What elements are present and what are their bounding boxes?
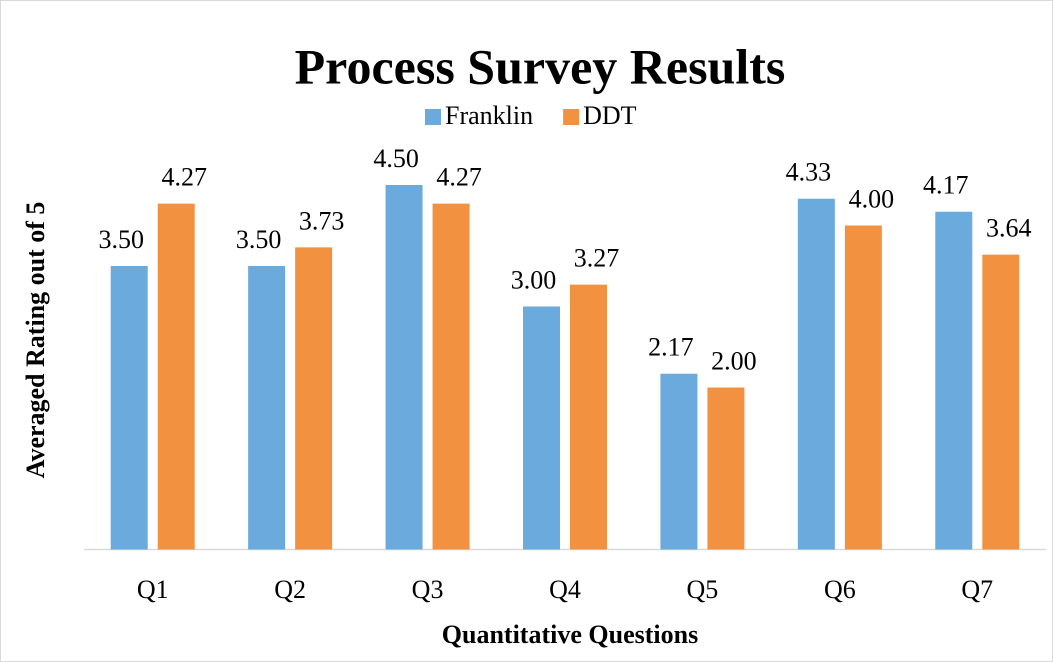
legend-label: DDT <box>583 101 637 130</box>
bar <box>157 203 195 550</box>
legend-swatch <box>425 109 441 125</box>
bar <box>295 247 333 550</box>
bar <box>707 387 745 550</box>
bar <box>935 211 973 550</box>
bar <box>385 185 423 550</box>
x-tick-label: Q4 <box>549 575 581 604</box>
bar <box>844 225 882 550</box>
legend-label: Franklin <box>445 101 533 130</box>
y-axis-label: Averaged Rating out of 5 <box>21 202 50 479</box>
data-label: 3.27 <box>574 244 620 273</box>
data-label: 4.50 <box>373 144 419 173</box>
bar <box>797 198 835 550</box>
data-label: 4.27 <box>161 163 207 192</box>
bar <box>660 373 698 550</box>
x-tick-label: Q7 <box>961 575 993 604</box>
x-tick-label: Q1 <box>137 575 169 604</box>
chart-title: Process Survey Results <box>295 38 786 94</box>
data-label: 3.50 <box>236 225 282 254</box>
legend-swatch <box>563 109 580 125</box>
data-label: 3.00 <box>511 265 557 294</box>
x-tick-label: Q6 <box>824 575 856 604</box>
bar <box>110 266 148 550</box>
data-label: 4.17 <box>923 171 969 200</box>
x-tick-label: Q5 <box>687 575 719 604</box>
bar <box>523 306 560 550</box>
x-tick-label: Q2 <box>274 575 306 604</box>
bar <box>982 254 1020 550</box>
data-label: 4.33 <box>786 158 832 187</box>
data-label: 2.00 <box>711 346 757 375</box>
bar <box>248 266 286 550</box>
x-axis-label: Quantitative Questions <box>442 620 698 649</box>
bar <box>432 203 470 550</box>
data-label: 2.17 <box>648 333 694 362</box>
x-tick-label: Q3 <box>412 575 444 604</box>
bar <box>570 284 607 550</box>
data-label: 4.00 <box>849 184 895 213</box>
data-label: 3.64 <box>986 214 1032 243</box>
data-label: 4.27 <box>436 163 482 192</box>
data-label: 3.50 <box>98 225 144 254</box>
data-label: 3.73 <box>299 206 345 235</box>
